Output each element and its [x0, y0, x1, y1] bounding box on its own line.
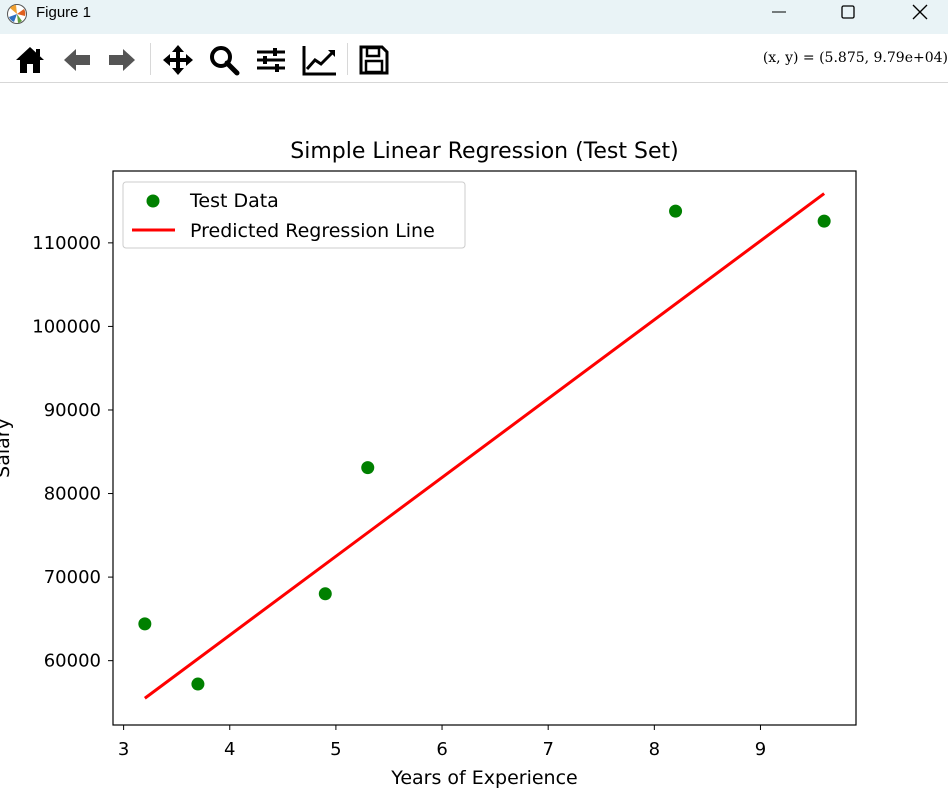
forward-button[interactable]	[106, 44, 138, 76]
close-button[interactable]	[897, 0, 943, 28]
scatter-point	[191, 677, 205, 691]
x-tick-label: 8	[649, 739, 660, 760]
scatter-point	[138, 617, 152, 631]
maximize-icon	[841, 5, 855, 19]
x-axis-label: Years of Experience	[390, 767, 577, 789]
minimize-icon	[772, 11, 786, 13]
minimize-button[interactable]	[756, 0, 802, 28]
zoom-icon	[210, 46, 240, 76]
scatter-point	[817, 214, 831, 228]
regression-line	[143, 192, 826, 700]
window-title: Figure 1	[36, 4, 92, 21]
navigation-toolbar	[0, 34, 948, 83]
back-arrow-icon	[64, 49, 90, 71]
matplotlib-icon	[6, 3, 28, 25]
x-tick-label: 3	[118, 739, 129, 760]
home-icon	[16, 47, 44, 73]
configure-subplots-button[interactable]	[255, 44, 287, 76]
close-icon	[912, 4, 928, 20]
legend-box	[122, 181, 466, 249]
scatter-point	[318, 587, 332, 601]
legend-marker-test-data	[146, 194, 160, 208]
cursor-coordinates: (x, y) = (5.875, 9.79e+04)	[762, 50, 948, 66]
forward-arrow-icon	[109, 49, 135, 71]
y-tick-label: 90000	[44, 400, 101, 421]
x-tick-label: 5	[330, 739, 341, 760]
toolbar-separator	[150, 43, 151, 75]
home-button[interactable]	[14, 44, 46, 76]
x-tick-label: 7	[542, 739, 553, 760]
save-icon	[359, 45, 389, 75]
x-tick-label: 4	[224, 739, 235, 760]
y-tick-label: 110000	[32, 233, 101, 254]
zoom-button[interactable]	[208, 44, 240, 76]
scatter-point	[669, 204, 683, 218]
toolbar-separator	[347, 43, 348, 75]
y-tick-label: 60000	[44, 651, 101, 672]
scatter-point	[361, 461, 375, 475]
x-tick-label: 9	[755, 739, 766, 760]
pan-button[interactable]	[162, 44, 194, 76]
save-button[interactable]	[358, 44, 390, 76]
edit-axis-icon	[302, 46, 336, 76]
legend-label: Test Data	[189, 190, 279, 212]
configure-subplots-icon	[257, 48, 285, 72]
y-tick-label: 80000	[44, 484, 101, 505]
maximize-button[interactable]	[826, 0, 872, 28]
legend-label: Predicted Regression Line	[190, 220, 435, 242]
back-button[interactable]	[61, 44, 93, 76]
edit-axis-button[interactable]	[302, 44, 336, 76]
chart-title: Simple Linear Regression (Test Set)	[290, 139, 678, 164]
y-tick-label: 100000	[32, 316, 101, 337]
pan-icon	[163, 45, 193, 75]
x-tick-label: 6	[436, 739, 447, 760]
window-titlebar: Figure 1	[0, 0, 948, 34]
y-axis-label: Salary	[0, 418, 14, 478]
y-tick-label: 70000	[44, 567, 101, 588]
